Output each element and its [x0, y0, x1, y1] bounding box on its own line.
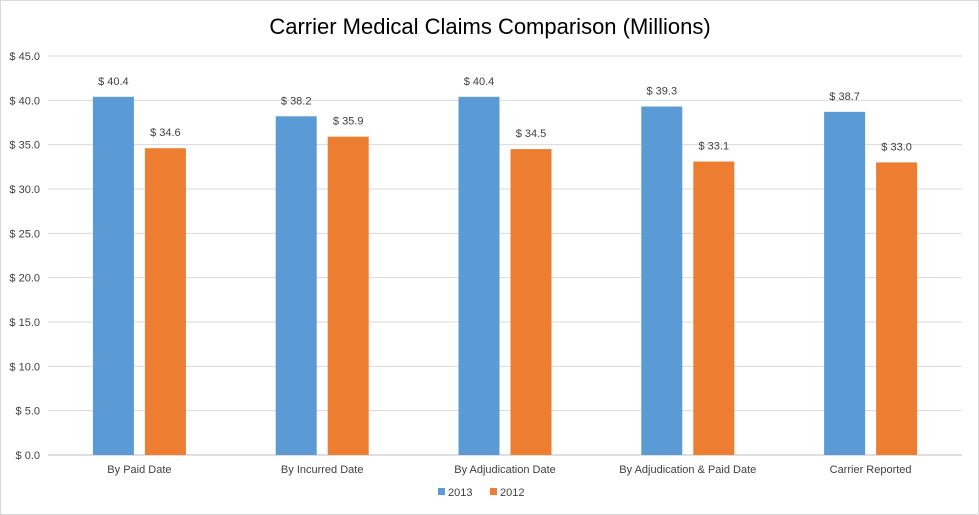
- gridlines: [48, 55, 962, 456]
- y-tick-label: $ 20.0: [9, 273, 40, 285]
- data-label: $ 39.3: [647, 86, 678, 98]
- bar-2013-4: [641, 106, 683, 455]
- y-tick-label: $ 30.0: [9, 184, 40, 196]
- x-tick-label: By Adjudication Date: [454, 464, 556, 476]
- y-tick-label: $ 5.0: [16, 406, 40, 418]
- y-tick-label: $ 45.0: [9, 51, 40, 63]
- bar-2012-2: [327, 136, 369, 456]
- bar-2013-5: [824, 111, 866, 456]
- y-tick-label: $ 25.0: [9, 228, 40, 240]
- legend-swatch-2012: [490, 488, 497, 495]
- bar-2012-5: [876, 162, 918, 455]
- x-tick-label: Carrier Reported: [830, 464, 912, 476]
- bar-2012-1: [144, 148, 186, 456]
- bar-2013-2: [275, 116, 317, 455]
- y-tick-label: $ 40.0: [9, 95, 40, 107]
- y-axis: $ 0.0 $ 5.0 $ 10.0 $ 15.0 $ 20.0 $ 25.0 $ 30.0…: [9, 51, 40, 462]
- bar-2013-1: [92, 96, 134, 455]
- data-label: $ 40.4: [464, 76, 495, 88]
- bar-2012-3: [510, 149, 552, 455]
- data-label: $ 34.5: [516, 128, 547, 140]
- chart-title: Carrier Medical Claims Comparison (Milli…: [269, 14, 710, 39]
- data-label: $ 38.2: [281, 95, 312, 107]
- data-label: $ 35.9: [333, 116, 364, 128]
- data-label: $ 38.7: [829, 91, 860, 103]
- y-tick-label: $ 35.0: [9, 140, 40, 152]
- data-labels: $ 40.4 $ 34.6 $ 38.2 $ 35.9 $ 40.4 $ 34.5 $ 39…: [98, 76, 912, 154]
- data-label: $ 33.1: [699, 141, 730, 153]
- y-tick-label: $ 10.0: [9, 361, 40, 373]
- bar-2012-4: [693, 161, 735, 455]
- data-label: $ 33.0: [881, 141, 912, 153]
- data-label: $ 40.4: [98, 76, 129, 88]
- bars: [92, 96, 918, 456]
- y-tick-label: $ 0.0: [16, 450, 40, 462]
- data-label: $ 34.6: [150, 127, 181, 139]
- bar-2013-3: [458, 96, 500, 455]
- legend: 2013 2012: [438, 487, 524, 499]
- legend-swatch-2013: [438, 488, 445, 495]
- x-tick-label: By Adjudication & Paid Date: [619, 464, 756, 476]
- x-tick-label: By Incurred Date: [281, 464, 364, 476]
- x-tick-label: By Paid Date: [107, 464, 171, 476]
- legend-label-2012: 2012: [500, 487, 524, 499]
- y-tick-label: $ 15.0: [9, 317, 40, 329]
- legend-label-2013: 2013: [448, 487, 472, 499]
- x-axis: By Paid Date By Incurred Date By Adjudicat…: [107, 464, 911, 476]
